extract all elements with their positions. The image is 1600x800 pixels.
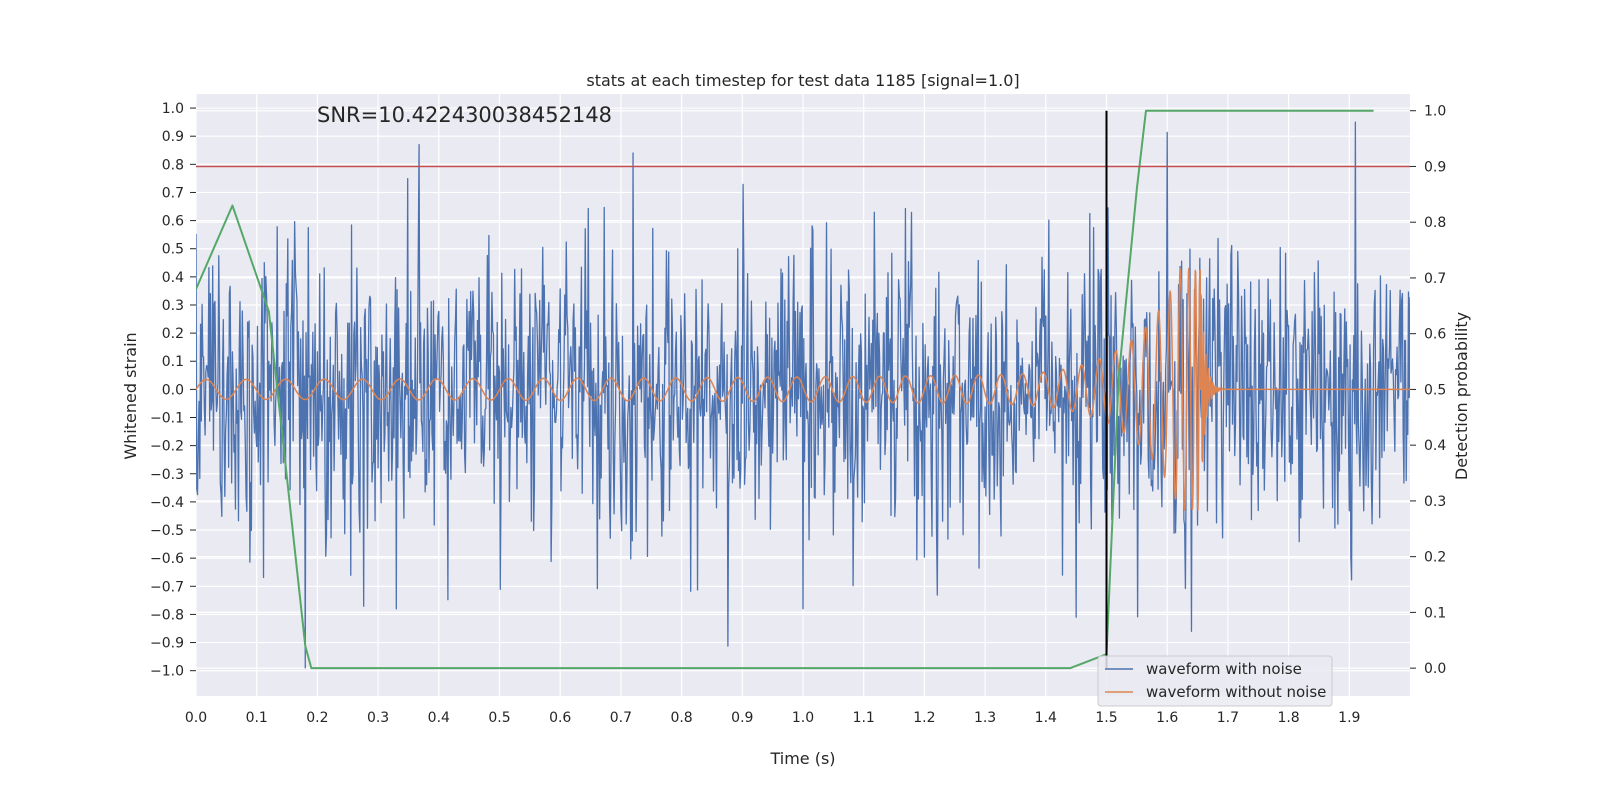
x-tick-label: 0.6 — [549, 710, 571, 726]
snr-annotation: SNR=10.422430038452148 — [317, 103, 612, 127]
y2-tick-label: 0.9 — [1424, 159, 1446, 175]
x-tick-label: 0.5 — [488, 710, 510, 726]
y2-tick-label: 0.5 — [1424, 382, 1446, 398]
y-tick-label: −0.9 — [150, 636, 184, 652]
x-tick-label: 0.8 — [670, 710, 692, 726]
y-tick-label: −0.2 — [150, 439, 184, 455]
y-tick-label: 0.5 — [162, 242, 184, 258]
x-axis-ticks: 0.0 0.1 0.2 0.3 0.4 0.5 0.6 0.7 0.8 0.9 1.0 1.1 1.2 1… — [185, 710, 1361, 726]
y-tick-label: −0.8 — [150, 607, 184, 623]
y-tick-label: −0.4 — [150, 495, 184, 511]
detection-probability-line — [196, 109, 1374, 670]
y-tick-label: 0.2 — [162, 326, 184, 342]
y-tick-label: 0.7 — [162, 185, 184, 201]
x-tick-label: 1.9 — [1338, 710, 1360, 726]
y2-tick-label: 0.2 — [1424, 550, 1446, 566]
waveform-without-noise-line — [196, 267, 1410, 512]
y2-tick-label: 0.0 — [1424, 661, 1446, 677]
x-tick-label: 0.3 — [367, 710, 389, 726]
y2-tick-label: 0.1 — [1424, 605, 1446, 621]
x-tick-label: 1.0 — [792, 710, 814, 726]
y-tick-label: 0.4 — [162, 270, 184, 286]
waveform-with-noise-line — [196, 121, 1410, 669]
y-tick-label: 0.0 — [162, 382, 184, 398]
y-tick-label: −0.5 — [150, 523, 184, 539]
y2-tick-label: 1.0 — [1424, 104, 1446, 120]
x-tick-label: 1.1 — [853, 710, 875, 726]
x-tick-label: 0.7 — [610, 710, 632, 726]
x-tick-label: 1.2 — [913, 710, 935, 726]
x-tick-label: 1.7 — [1217, 710, 1239, 726]
y-tick-label: 0.3 — [162, 298, 184, 314]
reference-lines — [196, 110, 1410, 669]
y-tick-label: 0.9 — [162, 129, 184, 145]
y2-axis-label: Detection probability — [1452, 312, 1471, 480]
x-tick-label: 0.0 — [185, 710, 207, 726]
y-tick-label: 0.8 — [162, 157, 184, 173]
y2-tick-label: 0.6 — [1424, 327, 1446, 343]
series-waveform-with-noise — [196, 121, 1410, 669]
y2-tick-label: 0.7 — [1424, 271, 1446, 287]
x-tick-label: 0.9 — [731, 710, 753, 726]
legend-label-with-noise: waveform with noise — [1146, 660, 1302, 678]
y2-tick-label: 0.4 — [1424, 438, 1446, 454]
y-tick-label: −0.1 — [150, 411, 184, 427]
legend-label-without-noise: waveform without noise — [1146, 683, 1326, 701]
y-tick-label: 0.6 — [162, 214, 184, 230]
chart-title: stats at each timestep for test data 118… — [586, 71, 1019, 90]
y2-tick-label: 0.3 — [1424, 494, 1446, 510]
y-tick-label: −0.6 — [150, 551, 184, 567]
x-tick-label: 0.1 — [246, 710, 268, 726]
x-tick-label: 1.3 — [974, 710, 996, 726]
y-tick-label: −1.0 — [150, 664, 184, 680]
x-tick-label: 1.4 — [1035, 710, 1057, 726]
x-axis-label: Time (s) — [769, 749, 835, 768]
y2-axis-ticks: 1.0 0.9 0.8 0.7 0.6 0.5 0.4 0.3 0.2 0.1 0.0 — [1410, 104, 1446, 677]
y-tick-label: 0.1 — [162, 354, 184, 370]
y-tick-label: −0.3 — [150, 467, 184, 483]
plot-series — [196, 109, 1410, 670]
legend-box — [1097, 655, 1333, 707]
x-tick-label: 1.8 — [1277, 710, 1299, 726]
y-tick-label: −0.7 — [150, 579, 184, 595]
x-tick-label: 0.4 — [428, 710, 450, 726]
y-axis-ticks: 1.0 0.9 0.8 0.7 0.6 0.5 0.4 0.3 0.2 0.1 0.0 −0.1 −0.… — [150, 101, 196, 680]
x-tick-label: 1.6 — [1156, 710, 1178, 726]
x-tick-label: 0.2 — [306, 710, 328, 726]
series-waveform-without-noise — [196, 267, 1410, 512]
x-tick-label: 1.5 — [1095, 710, 1117, 726]
y2-tick-label: 0.8 — [1424, 215, 1446, 231]
y-axis-label: Whitened strain — [121, 332, 140, 459]
y-tick-label: 1.0 — [162, 101, 184, 117]
legend: waveform with noise waveform without noi… — [1097, 655, 1333, 707]
